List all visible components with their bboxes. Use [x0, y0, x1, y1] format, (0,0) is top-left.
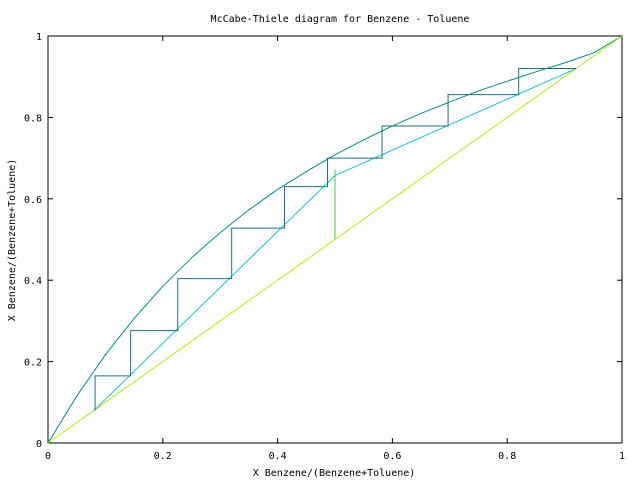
equilibrium-curve-line	[47, 35, 623, 444]
y-tick-label: 1	[36, 32, 42, 43]
x-tick-label: 1	[619, 451, 625, 462]
y-tick-label: 0	[36, 439, 42, 450]
chart-title: McCabe-Thiele diagram for Benzene - Tolu…	[211, 14, 470, 25]
x-axis-label: X Benzene/(Benzene+Toluene)	[253, 468, 416, 479]
y-tick-label: 0.6	[24, 195, 42, 206]
x-tick-label: 0.8	[498, 451, 516, 462]
x-tick-label: 0	[45, 451, 51, 462]
y-tick-label: 0.2	[24, 358, 42, 369]
y-tick-label: 0.8	[24, 113, 42, 124]
plot-frame	[47, 35, 623, 444]
series-layer	[47, 35, 623, 444]
rectifying-operating-line-line	[334, 68, 577, 177]
y-tick-label: 0.4	[24, 276, 42, 287]
x-tick-label: 0.6	[383, 451, 401, 462]
stages-line	[94, 68, 577, 411]
x-tick-label: 0.4	[269, 451, 287, 462]
axis-ticks: 0 0.2 0.4 0.6 0.8 1 0 0.2 0.4 0.6 0.8 1	[24, 32, 625, 462]
x-tick-label: 0.2	[154, 451, 172, 462]
stripping-operating-line-line	[93, 175, 336, 411]
y-axis-label: X Benzene/(Benzene+Toluene)	[7, 159, 18, 322]
